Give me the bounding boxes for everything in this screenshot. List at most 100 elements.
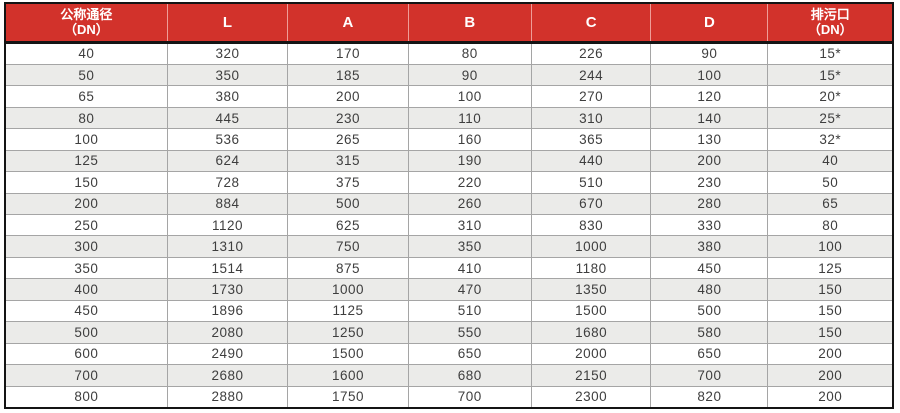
cell-drain: 200: [767, 364, 892, 387]
cell-dn: 600: [6, 342, 168, 366]
column-header-b: B: [408, 4, 532, 44]
cell-dn: 250: [6, 214, 168, 237]
cell-d: 230: [650, 171, 769, 194]
cell-b: 470: [407, 278, 532, 301]
table-row: 600 2490 1500 650 2000 650 200: [6, 342, 892, 366]
cell-c: 1680: [530, 321, 652, 344]
cell-c: 670: [530, 192, 652, 216]
cell-b: 80: [407, 41, 532, 65]
cell-l: 445: [166, 106, 289, 130]
cell-b: 90: [407, 63, 532, 87]
cell-l: 1310: [166, 235, 289, 258]
cell-a: 230: [287, 106, 409, 130]
cell-c: 510: [530, 171, 652, 194]
cell-b: 650: [407, 342, 532, 366]
header-nominal-diameter-line2: （DN）: [63, 22, 109, 38]
cell-b: 110: [407, 106, 532, 130]
cell-drain: 200: [767, 342, 892, 366]
cell-dn: 800: [6, 385, 168, 407]
cell-a: 1250: [287, 321, 409, 344]
cell-l: 1514: [166, 256, 289, 280]
cell-dn: 500: [6, 321, 168, 344]
table-body: 40 320 170 80 226 90 15* 50 350 185 90 244 100 15* 6…: [6, 41, 892, 407]
cell-d: 120: [650, 85, 769, 108]
cell-c: 1000: [530, 235, 652, 258]
table-row: 300 1310 750 350 1000 380 100: [6, 235, 892, 258]
cell-l: 380: [166, 85, 289, 108]
cell-l: 2490: [166, 342, 289, 366]
cell-b: 100: [407, 85, 532, 108]
cell-l: 320: [166, 41, 289, 65]
cell-drain: 50: [767, 171, 892, 194]
cell-c: 1180: [530, 256, 652, 280]
cell-drain: 65: [767, 192, 892, 216]
cell-d: 480: [650, 278, 769, 301]
cell-l: 2680: [166, 364, 289, 387]
cell-drain: 32*: [767, 128, 892, 151]
header-nominal-diameter-line1: 公称通径: [60, 6, 113, 22]
cell-c: 2000: [530, 342, 652, 366]
cell-a: 625: [287, 214, 409, 237]
cell-c: 1350: [530, 278, 652, 301]
cell-c: 270: [530, 85, 652, 108]
header-drain-port-line1: 排污口: [810, 6, 850, 22]
cell-drain: 15*: [767, 63, 892, 87]
cell-b: 260: [407, 192, 532, 216]
cell-a: 750: [287, 235, 409, 258]
cell-l: 1120: [166, 214, 289, 237]
cell-a: 1500: [287, 342, 409, 366]
cell-a: 1750: [287, 385, 409, 407]
cell-d: 380: [650, 235, 769, 258]
cell-dn: 700: [6, 364, 168, 387]
cell-l: 1896: [166, 299, 289, 323]
cell-drain: 200: [767, 385, 892, 407]
table-row: 450 1896 1125 510 1500 500 150: [6, 299, 892, 323]
cell-b: 220: [407, 171, 532, 194]
cell-c: 244: [530, 63, 652, 87]
table-row: 200 884 500 260 670 280 65: [6, 192, 892, 216]
cell-drain: 25*: [767, 106, 892, 130]
table-row: 250 1120 625 310 830 330 80: [6, 214, 892, 237]
cell-c: 830: [530, 214, 652, 237]
cell-a: 185: [287, 63, 409, 87]
cell-c: 365: [530, 128, 652, 151]
table-row: 350 1514 875 410 1180 450 125: [6, 256, 892, 280]
cell-d: 700: [650, 364, 769, 387]
cell-d: 450: [650, 256, 769, 280]
cell-l: 2880: [166, 385, 289, 407]
cell-b: 190: [407, 149, 532, 173]
table-row: 50 350 185 90 244 100 15*: [6, 63, 892, 87]
cell-a: 875: [287, 256, 409, 280]
cell-dn: 400: [6, 278, 168, 301]
cell-dn: 40: [6, 41, 168, 65]
column-header-l: L: [167, 4, 289, 44]
cell-drain: 150: [767, 278, 892, 301]
cell-b: 700: [407, 385, 532, 407]
cell-dn: 150: [6, 171, 168, 194]
cell-b: 310: [407, 214, 532, 237]
cell-drain: 125: [767, 256, 892, 280]
cell-a: 200: [287, 85, 409, 108]
table-row: 400 1730 1000 470 1350 480 150: [6, 278, 892, 301]
column-header-a: A: [287, 4, 409, 44]
cell-l: 536: [166, 128, 289, 151]
cell-drain: 100: [767, 235, 892, 258]
cell-d: 200: [650, 149, 769, 173]
cell-dn: 300: [6, 235, 168, 258]
cell-d: 90: [650, 41, 769, 65]
column-header-nominal-diameter: 公称通径 （DN）: [6, 4, 168, 44]
cell-a: 315: [287, 149, 409, 173]
table-row: 125 624 315 190 440 200 40: [6, 149, 892, 173]
cell-d: 280: [650, 192, 769, 216]
cell-l: 2080: [166, 321, 289, 344]
cell-drain: 40: [767, 149, 892, 173]
cell-a: 170: [287, 41, 409, 65]
cell-d: 130: [650, 128, 769, 151]
cell-d: 100: [650, 63, 769, 87]
cell-drain: 150: [767, 299, 892, 323]
table-row: 100 536 265 160 365 130 32*: [6, 128, 892, 151]
cell-l: 728: [166, 171, 289, 194]
cell-a: 1000: [287, 278, 409, 301]
cell-b: 350: [407, 235, 532, 258]
column-header-c: C: [531, 4, 652, 44]
